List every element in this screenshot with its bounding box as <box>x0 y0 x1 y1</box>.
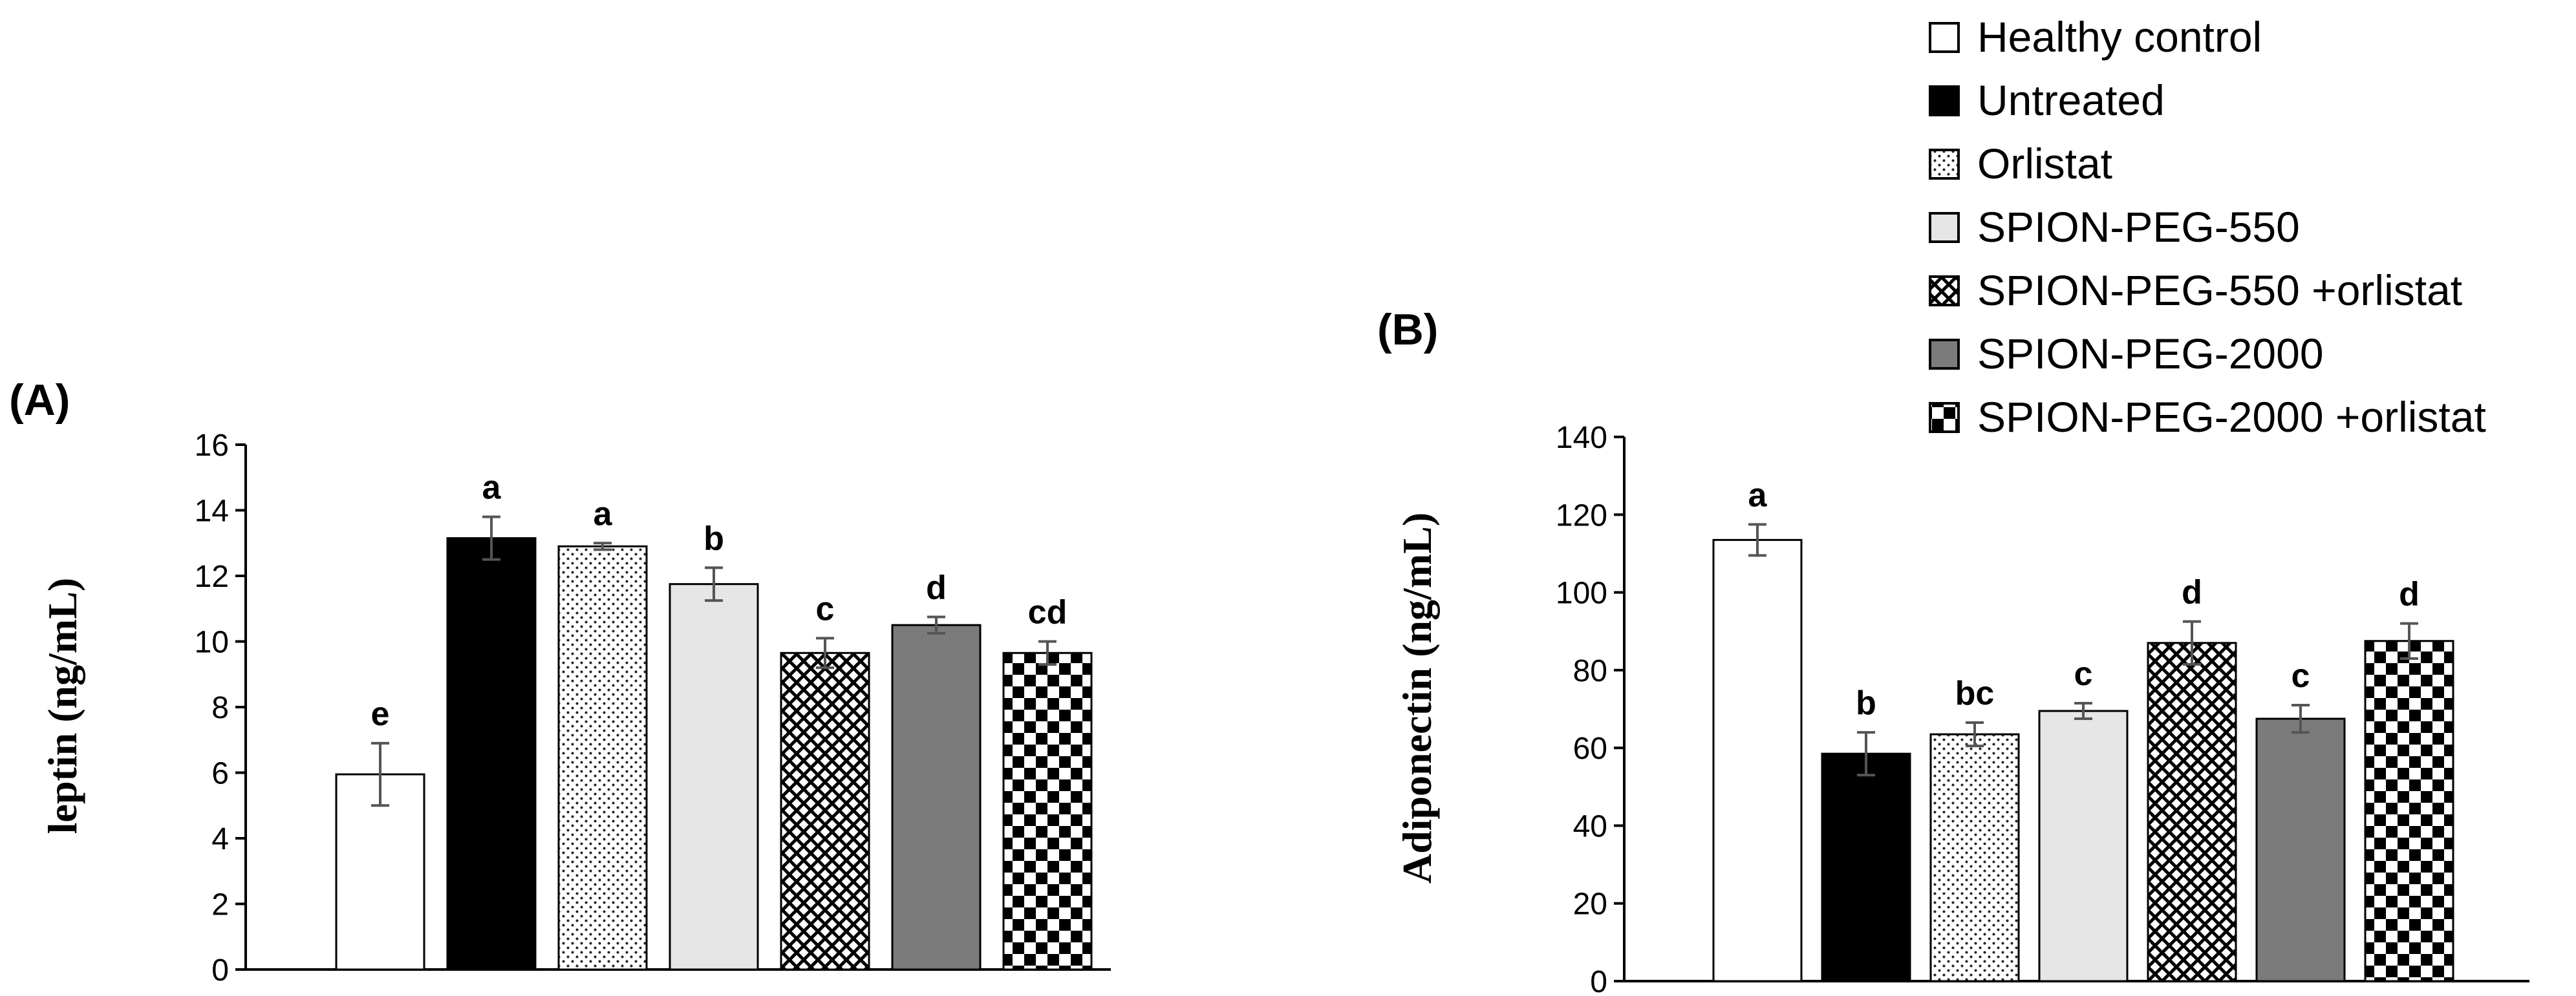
bar-6 <box>2255 717 2346 982</box>
bar-5 <box>2147 642 2237 982</box>
y-tick-label: 140 <box>1556 421 1607 455</box>
y-tick-label: 60 <box>1573 732 1607 766</box>
legend-swatch <box>1929 275 1960 306</box>
significance-letter: cd <box>1028 594 1068 631</box>
bars-b: a b bc c d c d <box>1712 476 2454 982</box>
bar-2 <box>446 537 537 971</box>
y-tick-label: 12 <box>195 560 229 594</box>
bar-4 <box>2038 710 2129 982</box>
legend-swatch <box>1929 22 1960 53</box>
y-tick-label: 10 <box>195 626 229 660</box>
y-axis-ticks-a: 0 2 4 6 8 10 12 14 16 <box>195 429 246 988</box>
legend-swatch <box>1929 339 1960 370</box>
y-tick-label: 6 <box>211 757 229 791</box>
significance-letter: a <box>482 469 502 507</box>
significance-letter: a <box>1748 476 1768 514</box>
bar-1 <box>335 773 425 971</box>
significance-letter: c <box>816 590 835 628</box>
legend-label: SPION-PEG-550 <box>1977 203 2300 251</box>
bar-2 <box>1821 752 1911 982</box>
legend-label: SPION-PEG-2000 +orlistat <box>1977 393 2486 441</box>
bar-4 <box>669 583 759 971</box>
bar-1 <box>1712 538 1803 982</box>
significance-letter: b <box>703 520 724 557</box>
legend-swatch <box>1929 85 1960 116</box>
legend-label: SPION-PEG-2000 <box>1977 330 2324 377</box>
bar-3 <box>1929 733 2020 982</box>
y-tick-label: 100 <box>1556 577 1607 611</box>
y-axis-ticks-b: 0 20 40 60 80 100 120 140 <box>1556 421 1624 996</box>
y-tick-label: 80 <box>1573 654 1607 688</box>
legend: Healthy control Untreated Orlistat SPION-PE… <box>1929 13 2486 441</box>
y-tick-label: 40 <box>1573 809 1607 843</box>
y-tick-label: 120 <box>1556 498 1607 533</box>
y-axis-label-b: Adiponectin (ng/mL) <box>1394 513 1440 884</box>
legend-label: SPION-PEG-550 +orlistat <box>1977 266 2462 314</box>
significance-letter: d <box>2182 574 2202 611</box>
panel-label-a: (A) <box>9 376 70 425</box>
y-tick-label: 0 <box>211 953 229 988</box>
y-tick-label: 8 <box>211 691 229 725</box>
legend-label: Healthy control <box>1977 13 2262 61</box>
y-tick-label: 4 <box>211 822 229 856</box>
y-tick-label: 2 <box>211 888 229 922</box>
significance-letter: c <box>2292 657 2310 695</box>
panel-label-b: (B) <box>1377 305 1438 354</box>
bar-7 <box>1002 652 1093 971</box>
y-axis-label-a: leptin (ng/mL) <box>39 578 85 834</box>
y-tick-label: 14 <box>195 494 229 529</box>
significance-letter: e <box>371 695 390 733</box>
legend-swatch <box>1929 402 1960 433</box>
y-tick-label: 20 <box>1573 887 1607 922</box>
y-tick-label: 0 <box>1590 965 1607 996</box>
bar-5 <box>780 652 870 971</box>
significance-letter: b <box>1856 684 1876 722</box>
bar-6 <box>891 624 982 971</box>
legend-swatch <box>1929 149 1960 180</box>
significance-letter: c <box>2074 655 2093 693</box>
significance-letter: a <box>594 495 613 533</box>
significance-letter: d <box>2399 576 2420 613</box>
bar-7 <box>2364 640 2454 982</box>
significance-letter: bc <box>1955 675 1995 712</box>
legend-label: Orlistat <box>1977 140 2112 187</box>
y-tick-label: 16 <box>195 429 229 463</box>
adiponectin-chart: (B) Adiponectin (ng/mL) 0 20 40 60 80 100 120 1… <box>1377 305 2529 996</box>
legend-swatch <box>1929 212 1960 243</box>
significance-letter: d <box>926 569 947 606</box>
bar-3 <box>557 545 648 971</box>
legend-label: Untreated <box>1977 76 2165 124</box>
